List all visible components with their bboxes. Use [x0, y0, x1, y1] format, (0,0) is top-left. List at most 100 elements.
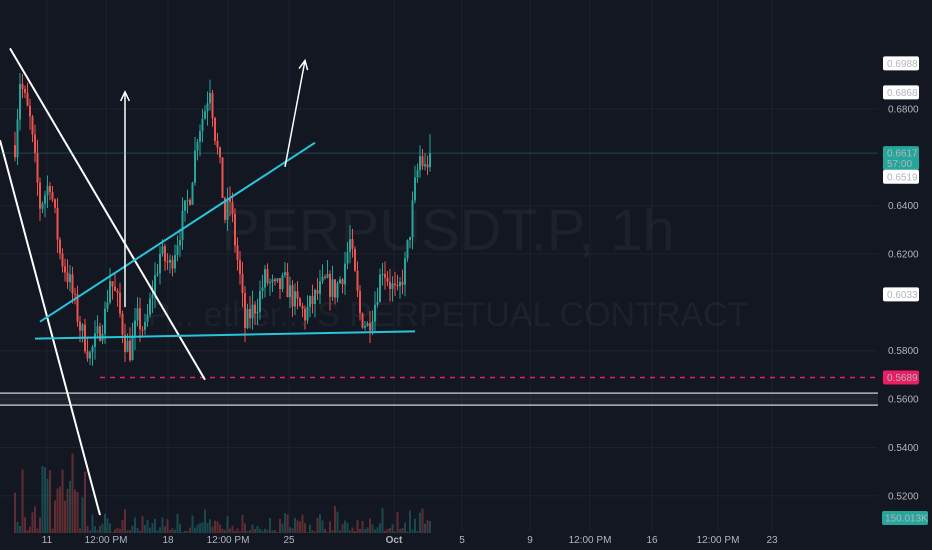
candle-body	[46, 186, 49, 196]
volume-bar	[259, 528, 261, 533]
candle-body	[309, 296, 311, 308]
time-tick-label: Oct	[386, 535, 403, 546]
candle-body	[281, 275, 284, 290]
candle-body	[144, 321, 146, 330]
volume-bar	[161, 517, 164, 533]
price-label-text: 0.6519	[887, 172, 918, 183]
volume-bar	[196, 524, 199, 533]
volume-bar	[266, 529, 269, 533]
volume-bar	[419, 512, 421, 533]
candle-body	[346, 252, 349, 264]
price-tick-label: 0.6200	[888, 249, 919, 260]
candle-body	[301, 306, 304, 309]
candle-body	[59, 239, 61, 254]
volume-bar	[191, 515, 194, 533]
volume-badge	[882, 511, 928, 525]
time-axis[interactable]: 11 12:00 PM 18 12:00 PM 25 Oct 5 9 12:00 PM 16 12:…	[42, 535, 778, 546]
drawing-tools[interactable]	[0, 47, 416, 516]
volume-bar	[394, 531, 396, 533]
candle-body	[139, 308, 141, 330]
volume-bar	[391, 524, 394, 533]
price-label-badge	[883, 370, 919, 385]
horizontal-levels[interactable]	[0, 376, 878, 406]
candle-body	[356, 270, 359, 291]
candle-body	[319, 281, 321, 294]
candle-body	[339, 279, 341, 284]
volume-bar	[274, 530, 276, 533]
candle-body	[351, 239, 354, 249]
volume-bar	[371, 524, 374, 533]
volume-bar	[221, 528, 224, 533]
candle-body	[406, 239, 409, 259]
time-tick-label: 12:00 PM	[569, 535, 612, 546]
candle-body	[76, 294, 79, 322]
price-label-text: 0.6868	[887, 88, 918, 99]
volume-bar	[199, 523, 201, 533]
candle-body	[244, 293, 246, 329]
candle-body	[274, 279, 276, 282]
candle-body	[294, 291, 296, 307]
volume-bar	[354, 530, 356, 533]
volume-bar	[296, 520, 299, 533]
volume-bar	[409, 510, 411, 533]
volume-bar	[54, 500, 56, 533]
candle-body	[289, 285, 291, 298]
volume-bar	[89, 530, 91, 533]
candle-body	[226, 198, 229, 220]
volume-bar	[179, 523, 181, 533]
candle-body	[231, 202, 234, 215]
volume-bar	[116, 527, 119, 533]
current-price-badge	[883, 146, 919, 171]
volume-bar	[339, 530, 341, 533]
candle-body	[314, 290, 316, 304]
candle-body	[86, 351, 89, 359]
price-tick-label: 0.5200	[888, 491, 919, 502]
candle-body	[331, 279, 334, 297]
volume-bar	[96, 530, 99, 533]
volume-bar	[61, 469, 64, 533]
time-tick-label: 23	[766, 535, 778, 546]
candle-body	[256, 311, 259, 314]
candle-body	[269, 282, 271, 284]
candle-body	[276, 278, 279, 282]
candle-body	[311, 296, 314, 304]
volume-bar	[366, 527, 369, 533]
candle-body	[96, 326, 99, 334]
volume-bar	[309, 524, 311, 533]
candle-body	[199, 131, 201, 142]
candle-body	[341, 279, 344, 285]
candle-body	[126, 340, 129, 352]
volume-bar	[411, 529, 414, 533]
candle-body	[169, 259, 171, 263]
volume-bar	[269, 517, 271, 533]
candle-body	[54, 199, 56, 208]
candle-body	[299, 298, 301, 307]
volume-bar	[184, 530, 186, 533]
volume-bar	[174, 529, 176, 533]
volume-bar	[194, 527, 196, 533]
candle-body	[229, 198, 231, 203]
volume-bar	[311, 530, 314, 533]
volume-bar	[321, 520, 324, 533]
volume-bar	[234, 530, 236, 533]
candle-body	[259, 290, 261, 312]
candle-body	[271, 279, 274, 283]
volume-bar	[249, 530, 251, 533]
volume-bar	[149, 527, 151, 533]
candle-body	[91, 346, 94, 353]
candle-body	[416, 170, 419, 178]
volume-bar	[36, 528, 39, 533]
candle-body	[159, 254, 161, 274]
candle-body	[41, 203, 44, 209]
price-axis[interactable]: 0.6800 0.6400 0.6200 0.5800 0.5600 0.5400 0.52…	[888, 104, 919, 502]
trendline	[0, 140, 101, 516]
candle-body	[71, 274, 74, 294]
candle-body	[39, 182, 41, 209]
candle-countdown: 57:00	[887, 159, 912, 170]
candle-body	[381, 273, 384, 275]
volume-bar	[134, 517, 136, 533]
volume-bar	[381, 507, 384, 533]
volume-bar	[16, 522, 19, 533]
volume-bar	[346, 522, 349, 533]
